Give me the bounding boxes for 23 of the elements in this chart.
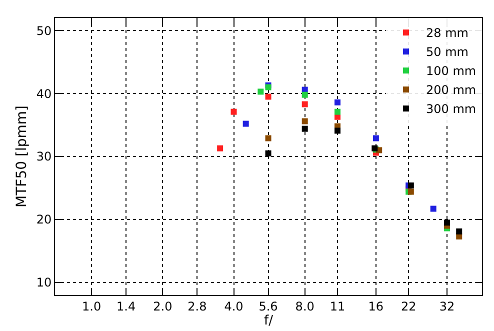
x-axis-title: f/ xyxy=(264,313,274,328)
y-tick-label: 10 xyxy=(36,276,52,290)
x-tick-label: 11 xyxy=(330,299,346,314)
legend-label: 300 mm xyxy=(426,102,476,116)
legend-label: 28 mm xyxy=(426,26,468,40)
y-tick-label: 30 xyxy=(36,150,52,164)
x-tick-label: 8.0 xyxy=(295,299,314,314)
y-tick-label: 40 xyxy=(36,86,52,101)
x-tick-label: 4.0 xyxy=(224,299,244,314)
x-tick-label: 2.8 xyxy=(188,299,207,314)
legend-label: 100 mm xyxy=(426,64,476,78)
x-tick-label: 1.0 xyxy=(82,299,102,314)
y-tick-label: 50 xyxy=(36,24,52,38)
x-tick-label: 16 xyxy=(368,299,384,314)
x-tick-label: 5.6 xyxy=(258,299,278,314)
y-tick-label: 20 xyxy=(36,212,52,227)
x-tick-label: 2.0 xyxy=(153,299,172,314)
y-axis-title: MTF50 [lpmm] xyxy=(14,106,30,208)
x-tick-label: 1.4 xyxy=(116,299,136,314)
x-tick-label: 22 xyxy=(400,299,416,314)
legend-label: 50 mm xyxy=(426,45,468,60)
x-tick-label: 32 xyxy=(439,299,455,314)
legend-label: 200 mm xyxy=(426,83,476,98)
